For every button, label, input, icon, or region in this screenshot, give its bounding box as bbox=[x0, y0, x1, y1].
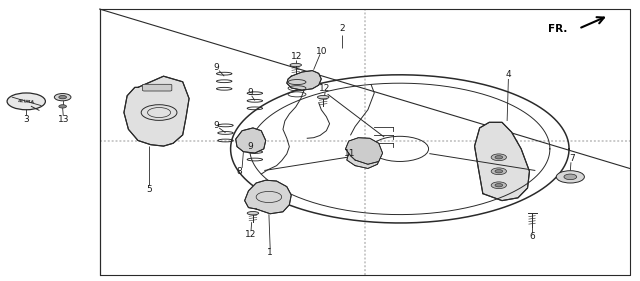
Text: 11: 11 bbox=[344, 149, 356, 158]
Text: FR.: FR. bbox=[548, 24, 568, 34]
Text: 12: 12 bbox=[291, 52, 302, 61]
Text: ACURA: ACURA bbox=[18, 99, 35, 104]
Text: 8: 8 bbox=[237, 167, 243, 176]
Polygon shape bbox=[236, 128, 266, 153]
Text: 9: 9 bbox=[247, 142, 253, 151]
Polygon shape bbox=[346, 138, 383, 164]
Polygon shape bbox=[474, 122, 529, 201]
Circle shape bbox=[495, 156, 502, 159]
Text: 5: 5 bbox=[146, 185, 152, 194]
Circle shape bbox=[556, 171, 584, 183]
Polygon shape bbox=[124, 76, 189, 146]
Polygon shape bbox=[244, 180, 291, 214]
Text: 9: 9 bbox=[214, 121, 220, 130]
Circle shape bbox=[54, 94, 71, 101]
Text: 9: 9 bbox=[214, 63, 220, 72]
Text: 7: 7 bbox=[570, 154, 575, 163]
Ellipse shape bbox=[317, 96, 329, 99]
Text: 13: 13 bbox=[58, 115, 69, 124]
Text: 12: 12 bbox=[319, 84, 331, 93]
Text: 1: 1 bbox=[268, 248, 273, 257]
Circle shape bbox=[491, 154, 506, 161]
Text: 10: 10 bbox=[316, 47, 327, 56]
FancyBboxPatch shape bbox=[143, 84, 172, 91]
Ellipse shape bbox=[247, 212, 259, 215]
Circle shape bbox=[59, 105, 67, 108]
Circle shape bbox=[491, 168, 506, 175]
Circle shape bbox=[495, 169, 502, 173]
Text: 12: 12 bbox=[245, 230, 257, 239]
Circle shape bbox=[564, 174, 577, 180]
Circle shape bbox=[491, 182, 506, 189]
Text: 9: 9 bbox=[247, 89, 253, 98]
Circle shape bbox=[59, 96, 67, 99]
Text: 4: 4 bbox=[506, 70, 511, 79]
Circle shape bbox=[7, 93, 45, 110]
Polygon shape bbox=[287, 71, 321, 90]
Text: 2: 2 bbox=[340, 24, 345, 33]
Ellipse shape bbox=[290, 63, 301, 67]
Circle shape bbox=[495, 183, 502, 187]
Text: 6: 6 bbox=[529, 232, 535, 241]
Polygon shape bbox=[347, 145, 381, 169]
Text: 3: 3 bbox=[24, 115, 29, 124]
